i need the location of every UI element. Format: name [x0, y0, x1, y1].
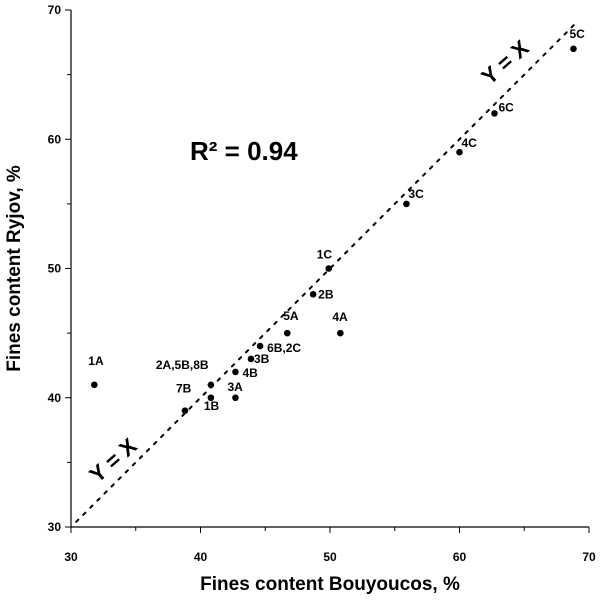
point-label: 4C	[462, 136, 478, 150]
point-label: 4B	[242, 366, 258, 380]
point-label: 3A	[227, 380, 243, 394]
y-tick-label: 40	[48, 391, 62, 405]
data-point	[337, 329, 344, 337]
x-tick-label: 50	[323, 550, 337, 564]
r-squared-annotation: R² = 0.94	[190, 136, 298, 166]
point-label: 3C	[408, 187, 424, 201]
reference-line	[75, 21, 578, 523]
point-label: 1C	[317, 248, 333, 262]
point-label: 1B	[204, 399, 220, 413]
data-point	[325, 265, 333, 272]
point-label: 2B	[318, 287, 334, 301]
data-point	[456, 148, 463, 156]
x-axis-title: Fines content Bouyoucos, %	[200, 574, 460, 595]
data-point	[570, 45, 577, 53]
point-label: 2A,5B,8B	[156, 358, 209, 372]
y-ticks: 30 40 50 60 70	[48, 3, 71, 534]
point-label: 3B	[254, 352, 270, 366]
y-tick-label: 70	[48, 3, 62, 17]
point-label: 7B	[176, 382, 192, 396]
reference-line-label-upper: Y = X	[476, 35, 533, 90]
data-point	[256, 342, 264, 350]
data-point	[232, 368, 239, 376]
y-axis-title: Fines content Ryjov, %	[4, 165, 25, 372]
point-label: 6C	[498, 100, 514, 114]
data-point	[491, 110, 498, 117]
y-tick-label: 50	[48, 262, 62, 276]
x-tick-label: 30	[64, 550, 78, 564]
data-point	[403, 200, 410, 208]
x-tick-label: 60	[453, 550, 467, 564]
point-label: 4A	[332, 310, 348, 324]
point-label: 5C	[569, 27, 585, 41]
data-point	[91, 381, 98, 389]
data-point	[207, 381, 215, 389]
reference-line-label-lower: Y = X	[84, 433, 141, 488]
x-ticks: 30 40 50 60 70	[64, 527, 596, 564]
x-tick-label: 40	[194, 550, 208, 564]
point-label: 5A	[283, 309, 299, 323]
x-tick-label: 70	[582, 550, 596, 564]
data-point	[309, 291, 317, 298]
y-tick-label: 30	[48, 520, 62, 534]
data-point	[232, 394, 239, 402]
data-point	[283, 329, 291, 337]
point-label: 1A	[88, 354, 104, 368]
data-point	[247, 355, 255, 363]
y-tick-label: 60	[48, 132, 62, 146]
data-point	[207, 394, 215, 402]
point-label: 6B,2C	[267, 341, 301, 355]
data-point	[181, 407, 189, 414]
